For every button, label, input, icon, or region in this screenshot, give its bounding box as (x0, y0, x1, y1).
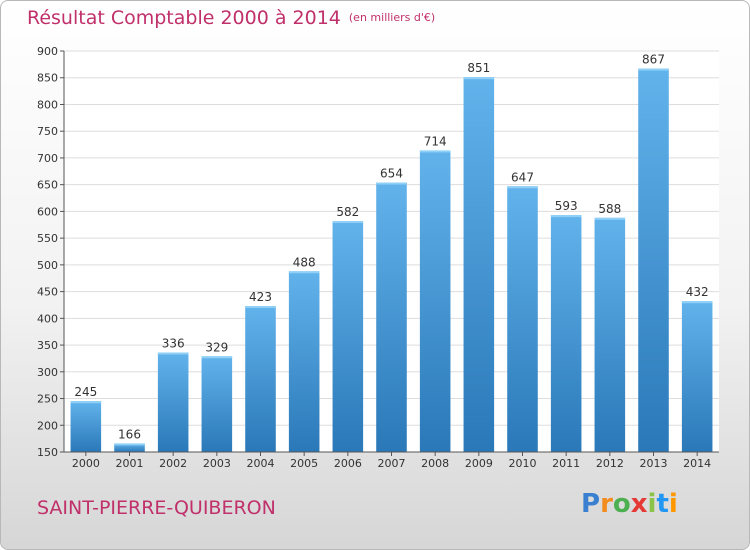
city-name: SAINT-PIERRE-QUIBERON (37, 497, 276, 519)
chart-subtitle: (en milliers d'€) (348, 11, 436, 24)
logo-letter: o (612, 489, 631, 519)
logo-letter: i (647, 489, 657, 519)
y-tick-label: 400 (37, 312, 58, 325)
logo-letter: i (668, 489, 678, 519)
bar-top-highlight (419, 150, 451, 153)
x-tick-label: 2011 (552, 457, 580, 470)
bar-top-highlight (638, 68, 669, 71)
y-tick-label: 550 (37, 232, 58, 245)
x-tick-label: 2009 (465, 457, 493, 470)
proxiti-logo: Proxiti (581, 489, 678, 519)
data-label-2007: 654 (380, 167, 403, 181)
y-tick-label: 450 (37, 286, 58, 299)
y-tick-label: 850 (37, 72, 58, 85)
bar-top-highlight (201, 356, 233, 359)
x-tick-label: 2006 (334, 457, 362, 470)
bar-2011 (550, 215, 582, 452)
bar-2008 (419, 150, 451, 452)
bar-2010 (507, 186, 538, 452)
y-tick-label: 800 (37, 98, 58, 111)
data-label-2003: 329 (205, 340, 228, 354)
data-label-2004: 423 (249, 290, 272, 304)
data-label-2002: 336 (162, 337, 185, 351)
bar-top-highlight (332, 221, 364, 224)
bar-top-highlight (245, 306, 276, 309)
bar-2003 (201, 356, 233, 452)
y-tick-label: 750 (37, 125, 58, 138)
data-label-2008: 714 (424, 134, 447, 148)
logo-letter: r (600, 489, 613, 519)
bar-2005 (288, 271, 320, 452)
y-tick-label: 900 (37, 45, 58, 58)
logo-letter: P (581, 489, 601, 519)
bar-top-highlight (594, 217, 626, 220)
data-label-2010: 647 (511, 170, 534, 184)
x-tick-label: 2000 (72, 457, 100, 470)
x-tick-label: 2010 (509, 457, 537, 470)
bar-2012 (594, 217, 626, 452)
bar-top-highlight (681, 301, 713, 304)
x-tick-label: 2004 (247, 457, 275, 470)
y-tick-label: 300 (37, 366, 58, 379)
y-tick-label: 650 (37, 179, 58, 192)
logo-letter: t (656, 489, 669, 519)
bar-2013 (638, 68, 669, 453)
bar-2002 (157, 352, 189, 452)
bar-top-highlight (114, 443, 145, 446)
bar-top-highlight (70, 401, 102, 404)
data-label-2001: 166 (118, 427, 141, 441)
bar-2014 (681, 301, 713, 452)
bar-2009 (463, 77, 495, 452)
axis-layer: 150 200 250 300 350 400 450 500 550 600 650 700 750 8… (37, 45, 719, 470)
x-tick-label: 2001 (116, 457, 144, 470)
bar-top-highlight (376, 182, 407, 185)
logo-letter: x (630, 489, 648, 519)
x-tick-label: 2005 (290, 457, 318, 470)
bar-2001 (114, 443, 145, 452)
x-tick-label: 2003 (203, 457, 231, 470)
bar-top-highlight (550, 215, 582, 218)
bar-top-highlight (463, 77, 495, 80)
y-tick-label: 150 (37, 446, 58, 459)
label-layer: 245 166 336 329 423 488 582 654 714 851 647 593 588 8… (74, 53, 708, 442)
x-tick-label: 2014 (683, 457, 711, 470)
x-tick-label: 2007 (378, 457, 406, 470)
data-label-2005: 488 (293, 255, 316, 269)
y-tick-label: 600 (37, 205, 58, 218)
y-tick-label: 200 (37, 419, 58, 432)
x-tick-label: 2012 (596, 457, 624, 470)
data-label-2014: 432 (686, 285, 709, 299)
data-label-2013: 867 (642, 53, 665, 67)
y-tick-label: 700 (37, 152, 58, 165)
bar-2000 (70, 401, 102, 452)
x-tick-label: 2008 (421, 457, 449, 470)
bar-2004 (245, 306, 276, 452)
bar-top-highlight (157, 352, 189, 355)
bar-layer (70, 68, 713, 453)
data-label-2006: 582 (336, 205, 359, 219)
chart-title: Résultat Comptable 2000 à 2014 (en millie… (27, 7, 435, 29)
x-tick-label: 2013 (640, 457, 668, 470)
bar-top-highlight (507, 186, 538, 189)
bar-2007 (376, 182, 407, 452)
bar-top-highlight (288, 271, 320, 274)
data-label-2009: 851 (467, 61, 490, 75)
bar-2006 (332, 221, 364, 452)
data-label-2000: 245 (74, 385, 97, 399)
x-tick-label: 2002 (159, 457, 187, 470)
chart-title-text: Résultat Comptable 2000 à 2014 (27, 7, 341, 29)
y-tick-label: 350 (37, 339, 58, 352)
y-tick-label: 500 (37, 259, 58, 272)
data-label-2012: 588 (598, 202, 621, 216)
data-label-2011: 593 (555, 199, 578, 213)
y-tick-label: 250 (37, 393, 58, 406)
